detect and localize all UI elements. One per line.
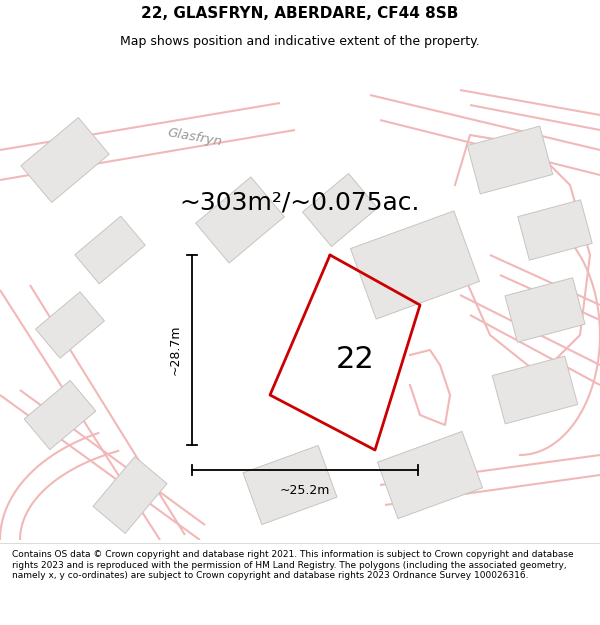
Polygon shape bbox=[243, 446, 337, 524]
Polygon shape bbox=[467, 126, 553, 194]
Polygon shape bbox=[493, 356, 578, 424]
Polygon shape bbox=[93, 457, 167, 533]
Polygon shape bbox=[518, 200, 592, 260]
Text: ~28.7m: ~28.7m bbox=[169, 325, 182, 375]
Text: ~303m²/~0.075ac.: ~303m²/~0.075ac. bbox=[180, 191, 420, 215]
Polygon shape bbox=[196, 177, 284, 263]
Polygon shape bbox=[377, 431, 482, 519]
Text: 22, GLASFRYN, ABERDARE, CF44 8SB: 22, GLASFRYN, ABERDARE, CF44 8SB bbox=[142, 6, 458, 21]
Text: Glasfryn: Glasfryn bbox=[167, 126, 223, 148]
Polygon shape bbox=[302, 174, 377, 246]
Polygon shape bbox=[35, 292, 104, 358]
Text: 22: 22 bbox=[335, 346, 374, 374]
Polygon shape bbox=[75, 216, 145, 284]
Polygon shape bbox=[21, 118, 109, 202]
Polygon shape bbox=[350, 211, 479, 319]
Polygon shape bbox=[505, 278, 585, 342]
Polygon shape bbox=[24, 381, 96, 449]
Text: Map shows position and indicative extent of the property.: Map shows position and indicative extent… bbox=[120, 35, 480, 48]
Text: ~25.2m: ~25.2m bbox=[280, 484, 330, 497]
Text: Contains OS data © Crown copyright and database right 2021. This information is : Contains OS data © Crown copyright and d… bbox=[12, 550, 574, 580]
